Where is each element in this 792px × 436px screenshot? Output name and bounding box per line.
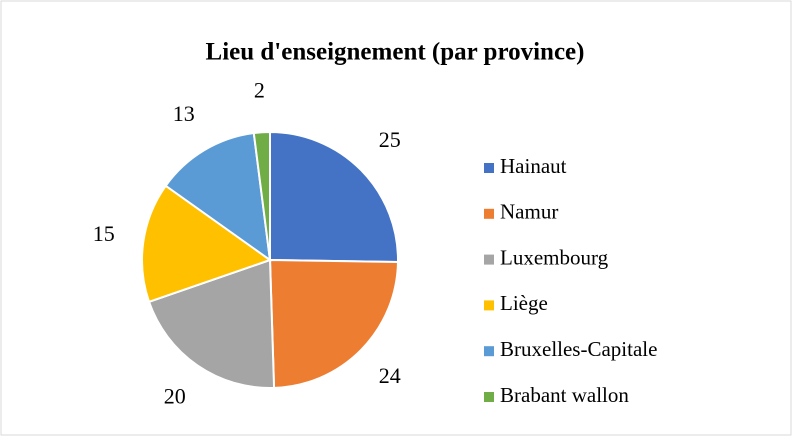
legend-label: Liège <box>500 291 548 315</box>
data-label: 24 <box>379 363 401 388</box>
legend-swatch <box>484 208 494 219</box>
legend-label: Luxembourg <box>500 245 609 269</box>
legend-label: Brabant wallon <box>500 383 629 407</box>
legend-label: Hainaut <box>500 154 567 178</box>
pie-slice <box>268 258 400 389</box>
data-label: 25 <box>379 127 401 152</box>
data-label: 13 <box>173 101 195 126</box>
legend-swatch <box>484 300 494 311</box>
pie-slice <box>164 131 272 263</box>
pie-slice <box>269 130 399 264</box>
chart-title: Lieu d'enseignement (par province) <box>206 39 585 66</box>
legend-swatch <box>484 392 494 402</box>
legend-label: Bruxelles-Capitale <box>500 337 657 361</box>
data-label: 15 <box>93 221 115 246</box>
pie-slice <box>141 184 273 304</box>
legend-swatch <box>484 254 494 265</box>
data-label: 2 <box>254 77 265 102</box>
legend-swatch <box>484 163 494 173</box>
pie-slice <box>252 130 271 261</box>
legend-swatch <box>484 346 494 357</box>
data-label: 20 <box>164 383 186 408</box>
legend-label: Namur <box>500 200 558 224</box>
